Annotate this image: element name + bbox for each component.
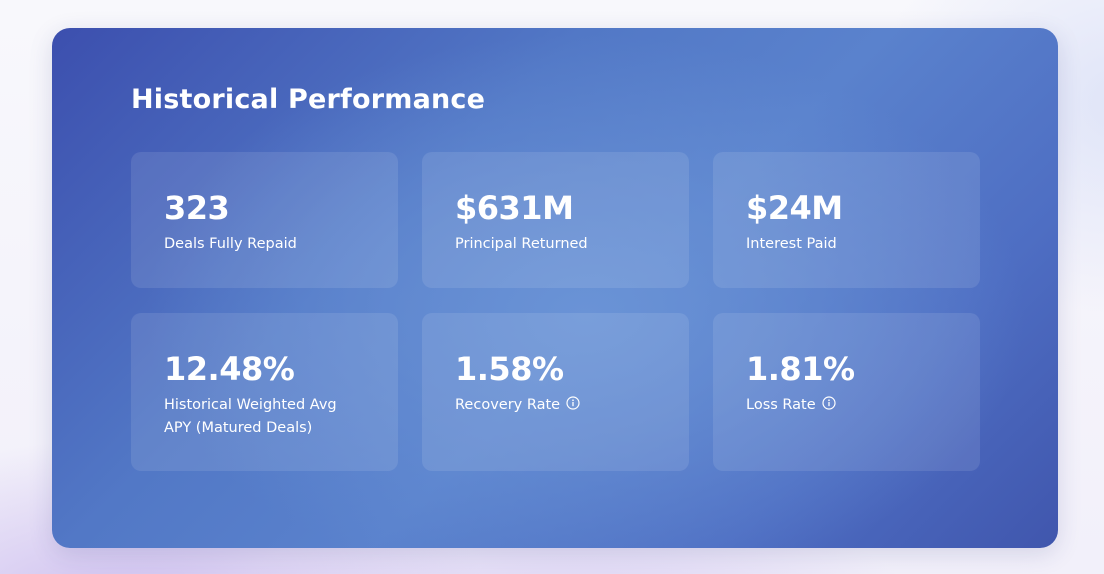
stat-label: Loss Rate <box>746 397 816 413</box>
stat-value: 1.81% <box>746 350 855 388</box>
panel-title: Historical Performance <box>131 84 486 115</box>
stat-card-weighted-apy: 12.48% Historical Weighted Avg APY (Matu… <box>131 313 398 471</box>
stats-grid: 323 Deals Fully Repaid $631M Principal R… <box>131 152 980 471</box>
stat-value: 323 <box>164 189 230 227</box>
stat-label-row: Principal Returned <box>455 233 655 256</box>
stat-label: Deals Fully Repaid <box>164 236 297 252</box>
info-icon[interactable] <box>566 396 580 410</box>
stat-label: Historical Weighted Avg APY (Matured Dea… <box>164 397 337 436</box>
stat-label-row: Deals Fully Repaid <box>164 233 364 256</box>
stat-label: Interest Paid <box>746 236 837 252</box>
historical-performance-panel: Historical Performance 323 Deals Fully R… <box>52 28 1058 548</box>
info-icon[interactable] <box>822 396 836 410</box>
stat-value: $631M <box>455 189 574 227</box>
stat-card-interest-paid: $24M Interest Paid <box>713 152 980 288</box>
stat-label-row: Interest Paid <box>746 233 946 256</box>
stat-value: $24M <box>746 189 843 227</box>
stat-value: 12.48% <box>164 350 295 388</box>
stat-card-deals-repaid: 323 Deals Fully Repaid <box>131 152 398 288</box>
stat-label-row: Historical Weighted Avg APY (Matured Dea… <box>164 394 364 440</box>
stat-label: Recovery Rate <box>455 397 561 413</box>
stat-card-recovery-rate: 1.58% Recovery Rate <box>422 313 689 471</box>
stat-card-loss-rate: 1.81% Loss Rate <box>713 313 980 471</box>
stat-value: 1.58% <box>455 350 564 388</box>
stat-card-principal-returned: $631M Principal Returned <box>422 152 689 288</box>
stat-label-row: Recovery Rate <box>455 394 655 417</box>
stat-label: Principal Returned <box>455 236 588 252</box>
stat-label-row: Loss Rate <box>746 394 946 417</box>
